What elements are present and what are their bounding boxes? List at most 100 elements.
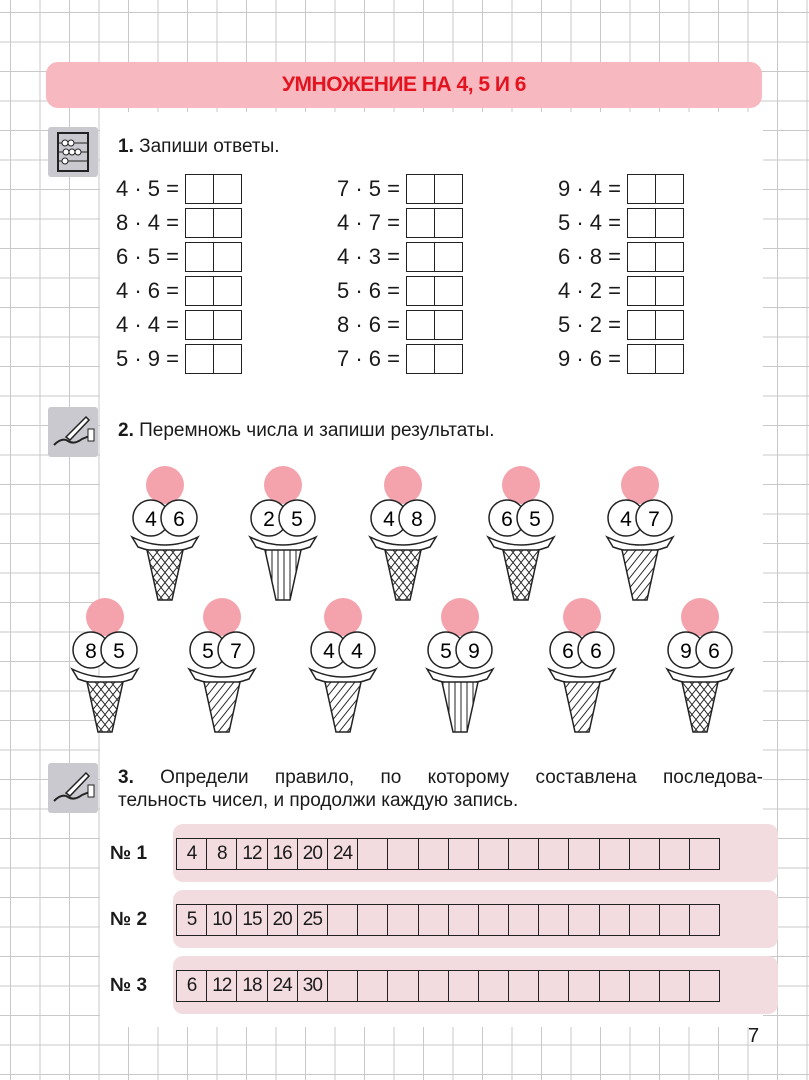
sequence-empty-cell[interactable] (659, 839, 689, 869)
sequence-empty-cell[interactable] (538, 971, 568, 1001)
sequence-empty-cell[interactable] (417, 905, 448, 935)
ice-cream: 9 6 (655, 597, 745, 737)
exercise: 7 · 6 = (337, 344, 463, 374)
answer-box[interactable] (626, 344, 684, 374)
answer-box[interactable] (626, 208, 684, 238)
exercise: 4 · 3 = (337, 242, 463, 272)
exercise: 5 · 6 = (337, 276, 463, 306)
expression: 7 · 6 = (337, 346, 400, 371)
sequence-empty-cell[interactable] (447, 839, 478, 869)
sequence-empty-cell[interactable] (357, 905, 387, 935)
answer-box[interactable] (184, 242, 242, 272)
sequence-empty-cell[interactable] (508, 905, 538, 935)
sequence-cell: 24 (326, 839, 357, 869)
sequence-empty-cell[interactable] (568, 971, 598, 1001)
exercise: 6 · 5 = (116, 242, 242, 272)
sequence-cell: 10 (206, 905, 236, 935)
sequence-cell: 20 (266, 905, 297, 935)
sequence-cell: 4 (186, 843, 198, 864)
answer-box[interactable] (626, 310, 684, 340)
sequence-empty-cell[interactable] (628, 839, 659, 869)
ice-cream: 8 5 (60, 597, 150, 737)
sequence-empty-cell[interactable] (447, 971, 478, 1001)
sequence-empty-cell[interactable] (447, 905, 478, 935)
answer-box[interactable] (405, 276, 463, 306)
answer-box[interactable] (626, 242, 684, 272)
sequence-empty-cell[interactable] (568, 905, 598, 935)
sequence-row: № 3 6 12 18 24 30 (110, 970, 721, 1002)
ice-cream-graphic: 6 5 (486, 466, 556, 601)
sequence-empty-cell[interactable] (689, 839, 719, 869)
sequence-empty-cell[interactable] (357, 971, 387, 1001)
sequence-empty-cell[interactable] (387, 905, 417, 935)
factor: 4 (323, 640, 335, 663)
ice-cream-graphic: 8 5 (70, 598, 140, 733)
ice-cream: 4 6 (120, 465, 210, 605)
expression: 6 · 5 = (116, 244, 179, 269)
answer-box[interactable] (184, 310, 242, 340)
exercise: 7 · 5 = (337, 174, 463, 204)
exercise: 9 · 4 = (558, 174, 684, 204)
task-3-heading: 3. Определи правило, по которому составл… (118, 767, 763, 788)
exercise: 4 · 6 = (116, 276, 242, 306)
ice-cream-graphic: 9 6 (665, 598, 735, 733)
sequence-empty-cell[interactable] (538, 905, 568, 935)
factor: 4 (145, 508, 157, 531)
answer-box[interactable] (626, 276, 684, 306)
answer-box[interactable] (405, 242, 463, 272)
sequence-cell: 24 (266, 971, 297, 1001)
exercise: 5 · 4 = (558, 208, 684, 238)
sequence-empty-cell[interactable] (477, 971, 508, 1001)
ice-cream-graphic: 4 7 (605, 466, 675, 601)
answer-box[interactable] (626, 174, 684, 204)
sequence-empty-cell[interactable] (538, 839, 568, 869)
answer-box[interactable] (405, 174, 463, 204)
sequence-empty-cell[interactable] (477, 839, 508, 869)
sequence-cell: 5 (186, 909, 198, 930)
ice-cream-graphic: 5 7 (187, 598, 257, 733)
answer-box[interactable] (184, 208, 242, 238)
answer-box[interactable] (405, 344, 463, 374)
sequence-empty-cell[interactable] (689, 971, 719, 1001)
factor: 6 (562, 640, 574, 663)
sequence-empty-cell[interactable] (417, 839, 448, 869)
sequence-empty-cell[interactable] (508, 839, 538, 869)
sequence-empty-cell[interactable] (326, 905, 357, 935)
answer-box[interactable] (405, 208, 463, 238)
title-banner: УМНОЖЕНИЕ НА 4, 5 И 6 (46, 62, 762, 108)
page-title: УМНОЖЕНИЕ НА 4, 5 И 6 (281, 73, 527, 96)
sequence-empty-cell[interactable] (598, 971, 629, 1001)
sequence-empty-cell[interactable] (387, 971, 417, 1001)
sequence-empty-cell[interactable] (477, 905, 508, 935)
expression: 5 · 4 = (558, 210, 621, 235)
sequence-cell: 16 (266, 839, 297, 869)
sequence-empty-cell[interactable] (689, 905, 719, 935)
expression: 6 · 8 = (558, 244, 621, 269)
sequence-empty-cell[interactable] (417, 971, 448, 1001)
task-3-heading-line2: тельность чисел, и продолжи каждую запис… (118, 790, 519, 811)
sequence-empty-cell[interactable] (357, 839, 387, 869)
sequence-empty-cell[interactable] (598, 839, 629, 869)
sequence-empty-cell[interactable] (508, 971, 538, 1001)
sequence-empty-cell[interactable] (628, 905, 659, 935)
exercise: 8 · 6 = (337, 310, 463, 340)
ice-cream: 5 9 (415, 597, 505, 737)
sequence-empty-cell[interactable] (568, 839, 598, 869)
ice-cream-graphic: 4 4 (308, 598, 378, 733)
factor: 9 (468, 640, 480, 663)
answer-box[interactable] (184, 174, 242, 204)
sequence-empty-cell[interactable] (659, 905, 689, 935)
sequence-empty-cell[interactable] (659, 971, 689, 1001)
answer-box[interactable] (184, 344, 242, 374)
sequence-cells: 6 12 18 24 30 (176, 970, 721, 1002)
factor: 7 (648, 508, 660, 531)
expression: 8 · 6 = (337, 312, 400, 337)
sequence-empty-cell[interactable] (387, 839, 417, 869)
expression: 4 · 6 = (116, 278, 179, 303)
sequence-empty-cell[interactable] (326, 971, 357, 1001)
answer-box[interactable] (405, 310, 463, 340)
sequence-empty-cell[interactable] (598, 905, 629, 935)
expression: 5 · 9 = (116, 346, 179, 371)
answer-box[interactable] (184, 276, 242, 306)
sequence-empty-cell[interactable] (628, 971, 659, 1001)
